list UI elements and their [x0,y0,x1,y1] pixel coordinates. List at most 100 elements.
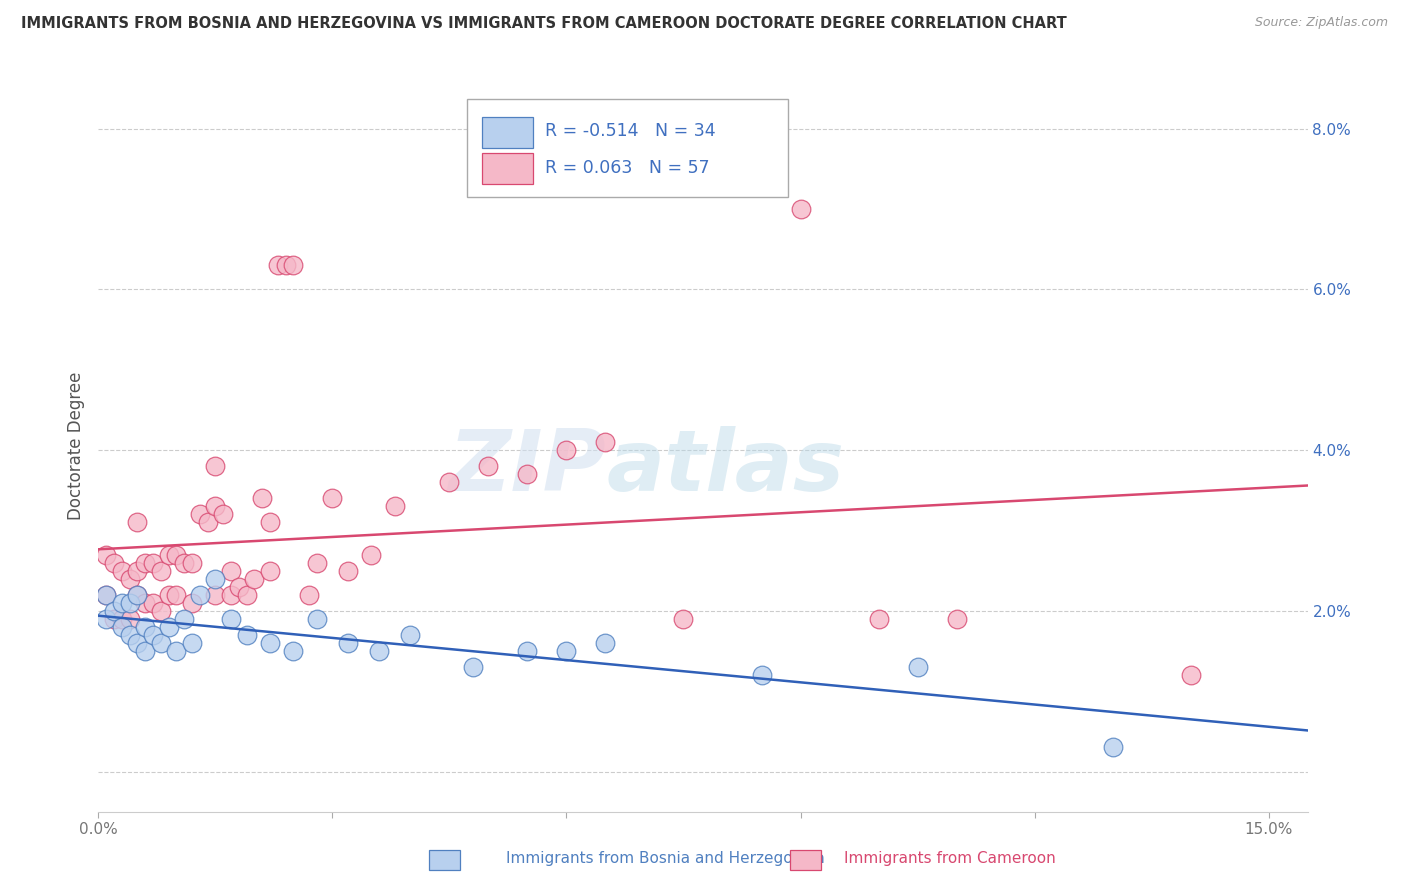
Point [96,588,118,602]
Point [212,508,235,522]
Point [360,548,382,562]
Point [595,636,617,650]
Point [149,636,172,650]
Point [259,636,281,650]
Point [188,508,211,522]
Point [368,644,391,658]
Point [134,644,156,658]
Point [439,475,461,490]
Point [555,644,578,658]
Point [157,620,180,634]
Point [149,604,172,618]
Point [751,668,773,682]
Point [103,612,125,626]
Point [96,548,118,562]
Point [305,556,328,570]
Point [181,596,204,610]
Text: atlas: atlas [606,426,845,509]
Point [103,604,125,618]
Point [1101,740,1123,755]
Point [337,564,360,578]
Text: R = 0.063   N = 57: R = 0.063 N = 57 [544,159,709,177]
Point [173,556,195,570]
Point [252,491,274,506]
Point [235,588,257,602]
Point [157,588,180,602]
Point [142,628,165,642]
Point [181,636,204,650]
Point [165,644,187,658]
Text: ZIP: ZIP [449,426,606,509]
Point [305,612,328,626]
Point [219,588,242,602]
Point [219,612,242,626]
Text: IMMIGRANTS FROM BOSNIA AND HERZEGOVINA VS IMMIGRANTS FROM CAMEROON DOCTORATE DEG: IMMIGRANTS FROM BOSNIA AND HERZEGOVINA V… [21,16,1067,31]
Point [173,612,195,626]
Point [149,564,172,578]
Point [111,612,134,626]
Point [111,596,134,610]
Point [399,628,422,642]
Point [228,580,250,594]
Point [283,258,305,272]
Point [197,516,219,530]
Point [267,258,290,272]
Point [868,612,890,626]
Point [204,459,226,474]
Point [283,644,305,658]
Text: R = -0.514   N = 34: R = -0.514 N = 34 [544,122,716,140]
Point [127,564,149,578]
Y-axis label: Doctorate Degree: Doctorate Degree [67,372,86,520]
Point [103,556,125,570]
Text: Immigrants from Cameroon: Immigrants from Cameroon [844,851,1056,865]
Point [243,572,266,586]
Point [907,660,929,674]
Point [945,612,967,626]
Point [516,644,538,658]
Point [134,596,156,610]
Point [219,564,242,578]
Point [118,572,141,586]
Point [672,612,695,626]
Point [204,500,226,514]
Point [555,443,578,458]
Point [165,588,187,602]
Text: Immigrants from Bosnia and Herzegovina: Immigrants from Bosnia and Herzegovina [506,851,825,865]
Point [384,500,406,514]
Point [165,548,187,562]
Point [337,636,360,650]
Point [127,588,149,602]
Point [118,612,141,626]
Point [111,564,134,578]
Point [127,636,149,650]
Bar [482,117,533,147]
Point [477,459,499,474]
Text: Source: ZipAtlas.com: Source: ZipAtlas.com [1254,16,1388,29]
Point [274,258,297,272]
Point [96,612,118,626]
Point [111,620,134,634]
Point [516,467,538,482]
Bar [482,153,533,184]
Point [134,620,156,634]
Point [789,202,811,216]
Point [188,588,211,602]
Point [259,516,281,530]
Point [204,572,226,586]
Point [1180,668,1202,682]
Point [142,596,165,610]
Point [595,434,617,449]
Point [118,596,141,610]
Point [127,588,149,602]
Point [321,491,343,506]
Point [96,588,118,602]
Point [298,588,321,602]
Point [157,548,180,562]
Point [127,516,149,530]
FancyBboxPatch shape [467,99,787,197]
Point [118,628,141,642]
Point [204,588,226,602]
Point [259,564,281,578]
Point [181,556,204,570]
Point [142,556,165,570]
